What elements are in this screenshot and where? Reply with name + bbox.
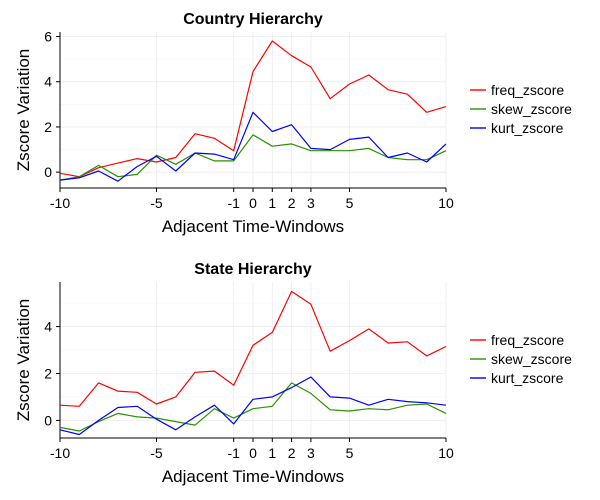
legend-label: freq_zscore xyxy=(491,82,564,98)
state-hierarchy-svg: State Hierarchy-10 -5 -1 0 1 2 3 5 10024Adjacent… xyxy=(14,261,572,486)
chart-title: Country Hierarchy xyxy=(183,11,323,28)
chart-title: State Hierarchy xyxy=(194,261,311,278)
x-tick-label: -5 xyxy=(150,445,163,461)
country-hierarchy-svg: Country Hierarchy-10 -5 -1 0 1 2 3 5 100246Adjac… xyxy=(14,11,572,236)
x-tick-label: -10 xyxy=(50,445,70,461)
legend-label: skew_zscore xyxy=(491,101,572,117)
legend-label: kurt_zscore xyxy=(491,370,564,386)
x-tick-label: -1 xyxy=(227,195,240,211)
x-tick-label: -1 xyxy=(227,445,240,461)
x-tick-label: 3 xyxy=(307,195,315,211)
legend-label: skew_zscore xyxy=(491,351,572,367)
x-tick-label: 5 xyxy=(346,195,354,211)
y-tick-label: 6 xyxy=(44,29,52,45)
series-line-kurt_zscore xyxy=(59,111,447,182)
series-line-freq_zscore xyxy=(59,290,447,407)
y-axis-label: Zscore Variation xyxy=(14,49,33,172)
y-tick-label: 2 xyxy=(44,119,52,135)
x-tick-label: 10 xyxy=(438,195,454,211)
y-tick-label: 2 xyxy=(44,365,52,381)
x-axis-label: Adjacent Time-Windows xyxy=(162,467,344,486)
x-tick-label: 5 xyxy=(346,445,354,461)
series-line-kurt_zscore xyxy=(59,376,447,436)
state-hierarchy-chart: State Hierarchy -10 -5 -1 0 1 2 3 5 10 0 2 4 Adjacent… xyxy=(0,250,600,495)
x-tick-label: -10 xyxy=(50,195,70,211)
x-tick-label: 2 xyxy=(288,445,296,461)
x-tick-label: 1 xyxy=(268,195,276,211)
series-line-freq_zscore xyxy=(59,40,447,178)
y-tick-label: 4 xyxy=(44,74,52,90)
x-axis-label: Adjacent Time-Windows xyxy=(162,217,344,236)
x-tick-label: 3 xyxy=(307,445,315,461)
y-tick-label: 4 xyxy=(44,319,52,335)
y-tick-label: 0 xyxy=(44,164,52,180)
legend-label: kurt_zscore xyxy=(491,120,564,136)
country-hierarchy-chart: Country Hierarchy -10 -5 -1 0 1 2 3 5 10 0 2 4 6 Adjac… xyxy=(0,0,600,245)
x-tick-label: -5 xyxy=(150,195,163,211)
x-tick-label: 10 xyxy=(438,445,454,461)
series-line-skew_zscore xyxy=(59,382,447,432)
legend-label: freq_zscore xyxy=(491,332,564,348)
y-axis-label: Zscore Variation xyxy=(14,299,33,422)
x-tick-label: 0 xyxy=(249,195,257,211)
x-tick-label: 1 xyxy=(268,445,276,461)
y-tick-label: 0 xyxy=(44,412,52,428)
x-tick-label: 2 xyxy=(288,195,296,211)
x-tick-label: 0 xyxy=(249,445,257,461)
